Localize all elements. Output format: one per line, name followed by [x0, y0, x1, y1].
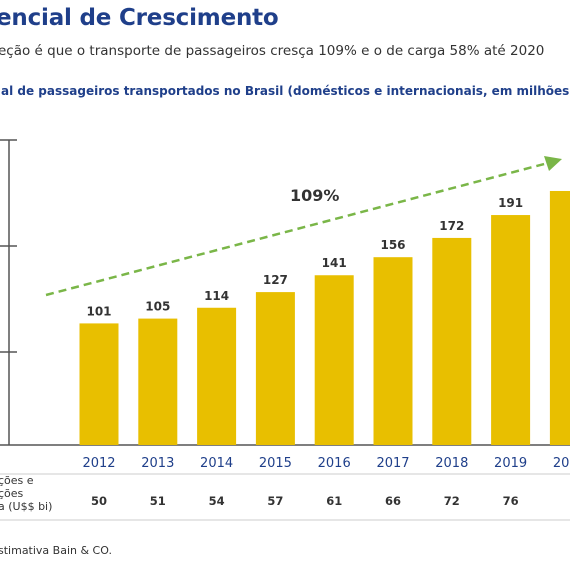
data-label: 101 [86, 304, 111, 318]
table-row-label-line: ções e [0, 474, 34, 487]
growth-annotation: 109% [290, 186, 339, 205]
table-cell-value: 57 [267, 494, 283, 508]
bar [491, 215, 531, 445]
table-row-label-line: ções [0, 487, 24, 500]
data-label: 172 [439, 219, 464, 233]
x-tick-label: 2014 [200, 456, 233, 471]
trend-arrow-line [45, 161, 549, 297]
data-label: 191 [498, 196, 523, 210]
bar [197, 307, 237, 445]
x-tick-label: 2015 [259, 456, 292, 471]
bar [373, 257, 413, 445]
x-tick-label: 2017 [376, 456, 409, 471]
table-cell-value: 72 [444, 494, 460, 508]
table-cell-value: 54 [209, 494, 225, 508]
table-row-label: ções e ções a (U$$ bi) [0, 474, 88, 513]
bar [138, 318, 178, 445]
page-subtitle: eção é que o transporte de passageiros c… [0, 43, 545, 59]
x-tick-label: 2012 [82, 456, 115, 471]
table-cell-value: 50 [91, 494, 107, 508]
table-cell-value: 76 [503, 494, 519, 508]
table-cell-value: 66 [385, 494, 401, 508]
table-cell-value: 61 [326, 494, 342, 508]
x-tick-label: 2013 [141, 456, 174, 471]
source-note: stimativa Bain & CO. [0, 544, 112, 557]
data-label: 156 [380, 238, 405, 252]
data-label: 105 [145, 300, 170, 314]
data-label: 141 [322, 256, 347, 270]
data-label: 114 [204, 289, 229, 303]
bar [432, 237, 472, 445]
table-cell-value: 51 [150, 494, 166, 508]
data-label: 127 [263, 273, 288, 287]
x-tick-label: 2020 [553, 456, 570, 471]
page-title: encial de Crescimento [0, 5, 279, 31]
x-tick-label: 2019 [494, 456, 527, 471]
bar [79, 323, 119, 445]
x-tick-label: 2016 [318, 456, 351, 471]
x-tick-label: 2018 [435, 456, 468, 471]
bar [314, 275, 354, 445]
trend-arrow-head [544, 156, 562, 171]
chart-title: al de passageiros transportados no Brasi… [1, 84, 570, 98]
bar [549, 190, 570, 445]
bar [255, 292, 295, 445]
table-row-label-line: a (U$$ bi) [0, 500, 53, 513]
